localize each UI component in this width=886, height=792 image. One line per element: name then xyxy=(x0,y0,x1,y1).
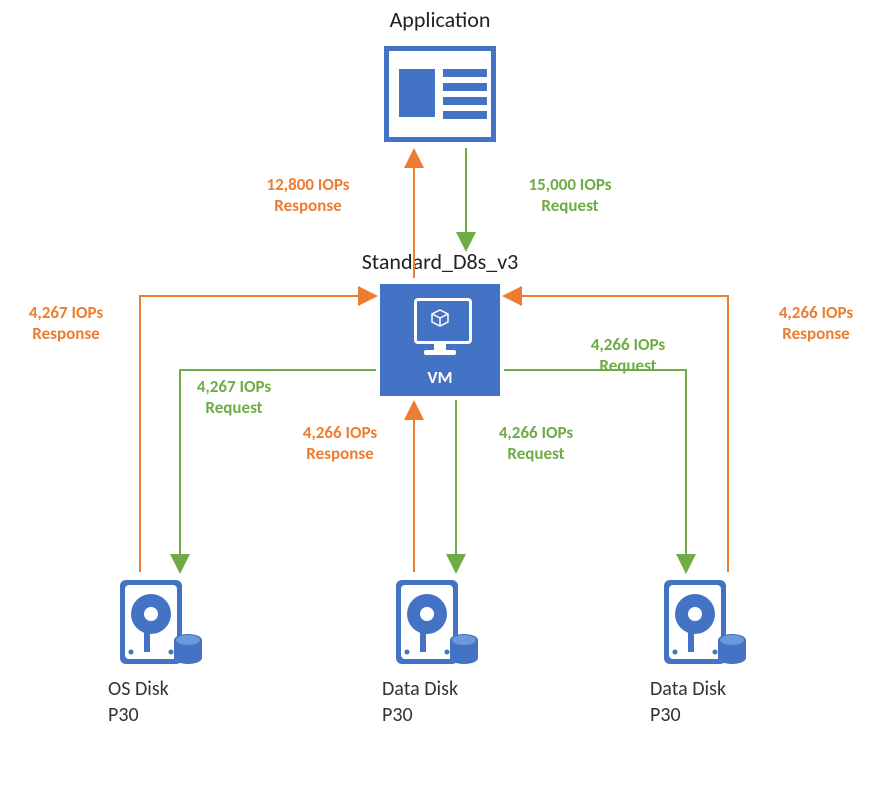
vm-icon: VM xyxy=(380,284,500,396)
data-disk-2-icon xyxy=(660,576,746,668)
vm-title: Standard_D8s_v3 xyxy=(350,248,530,277)
app-request-label: 15,000 IOPs Request xyxy=(500,174,640,217)
d1-response-label: 4,266 IOPs Response xyxy=(280,422,400,465)
d2-response-label: 4,266 IOPs Response xyxy=(756,302,876,345)
os-response-label: 4,267 IOPs Response xyxy=(6,302,126,345)
os-disk-icon xyxy=(116,576,202,668)
application-title: Application xyxy=(360,6,520,35)
app-response-label: 12,800 IOPs Response xyxy=(238,174,378,217)
data-disk-1-label: Data Disk P30 xyxy=(382,676,502,728)
data-disk-2-label: Data Disk P30 xyxy=(650,676,770,728)
os-disk-label: OS Disk P30 xyxy=(108,676,218,728)
vm-inner-label: VM xyxy=(380,367,500,388)
diagram-canvas: Application 12,800 IOPs Response 15,000 … xyxy=(0,0,886,792)
d1-request-label: 4,266 IOPs Request xyxy=(476,422,596,465)
data-disk-1-icon xyxy=(392,576,478,668)
os-request-label: 4,267 IOPs Request xyxy=(174,376,294,419)
d2-request-label: 4,266 IOPs Request xyxy=(568,334,688,377)
application-icon xyxy=(384,46,496,142)
